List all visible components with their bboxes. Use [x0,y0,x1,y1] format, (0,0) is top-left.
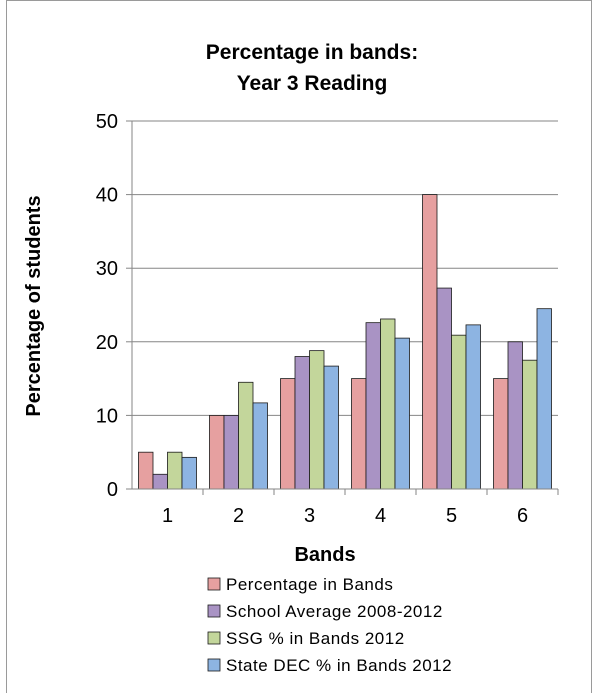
bar [294,356,310,490]
bar [223,414,239,490]
legend-label: SSG % in Bands 2012 [226,629,405,648]
bars [138,194,552,490]
legend-swatch [207,658,221,672]
legend-swatch [207,577,221,591]
bar [351,378,367,490]
bar [252,402,268,490]
bar [209,414,225,490]
legend-label: School Average 2008-2012 [226,602,443,621]
bar [436,287,452,490]
bar [536,308,552,490]
x-tick-label: 1 [162,505,173,527]
bar [422,194,438,490]
chart-title-line1: Percentage in bands: [206,41,418,64]
bar [280,378,296,490]
bar [167,451,183,490]
chart-title-line2: Year 3 Reading [237,72,388,95]
x-tick-label: 6 [517,505,528,527]
y-tick-labels: 0 10 20 30 40 50 [96,111,118,501]
bar [507,341,523,490]
x-tick-label: 4 [375,505,386,527]
legend-label: Percentage in Bands [226,575,393,594]
legend-swatch [207,631,221,645]
x-tick-label: 3 [304,505,315,527]
y-tick-label: 20 [96,332,118,354]
x-tick-label: 2 [233,505,244,527]
chart-frame [6,0,592,693]
y-axis-title: Percentage of students [23,195,45,416]
bar [365,322,381,490]
x-tick-labels: 1 2 3 4 5 6 [162,505,528,527]
bar [394,337,410,490]
legend-swatch [207,604,221,618]
axes [126,120,559,495]
gridlines [132,120,558,416]
bar [451,334,467,490]
y-tick-label: 0 [107,479,118,501]
x-tick-label: 5 [446,505,457,527]
bar [181,456,197,490]
y-tick-label: 40 [96,185,118,207]
bar [323,365,339,490]
bar [522,359,538,490]
bar [138,451,154,490]
bar [493,378,509,490]
bar [238,381,254,490]
bar [380,318,396,490]
bar [309,350,325,490]
y-tick-label: 50 [96,111,118,133]
bar [152,473,168,490]
y-tick-label: 10 [96,405,118,427]
y-tick-label: 30 [96,258,118,280]
legend: Percentage in Bands School Average 2008-2… [207,575,452,675]
bar [465,324,481,490]
legend-label: State DEC % in Bands 2012 [226,656,452,675]
x-axis-title: Bands [294,544,355,566]
